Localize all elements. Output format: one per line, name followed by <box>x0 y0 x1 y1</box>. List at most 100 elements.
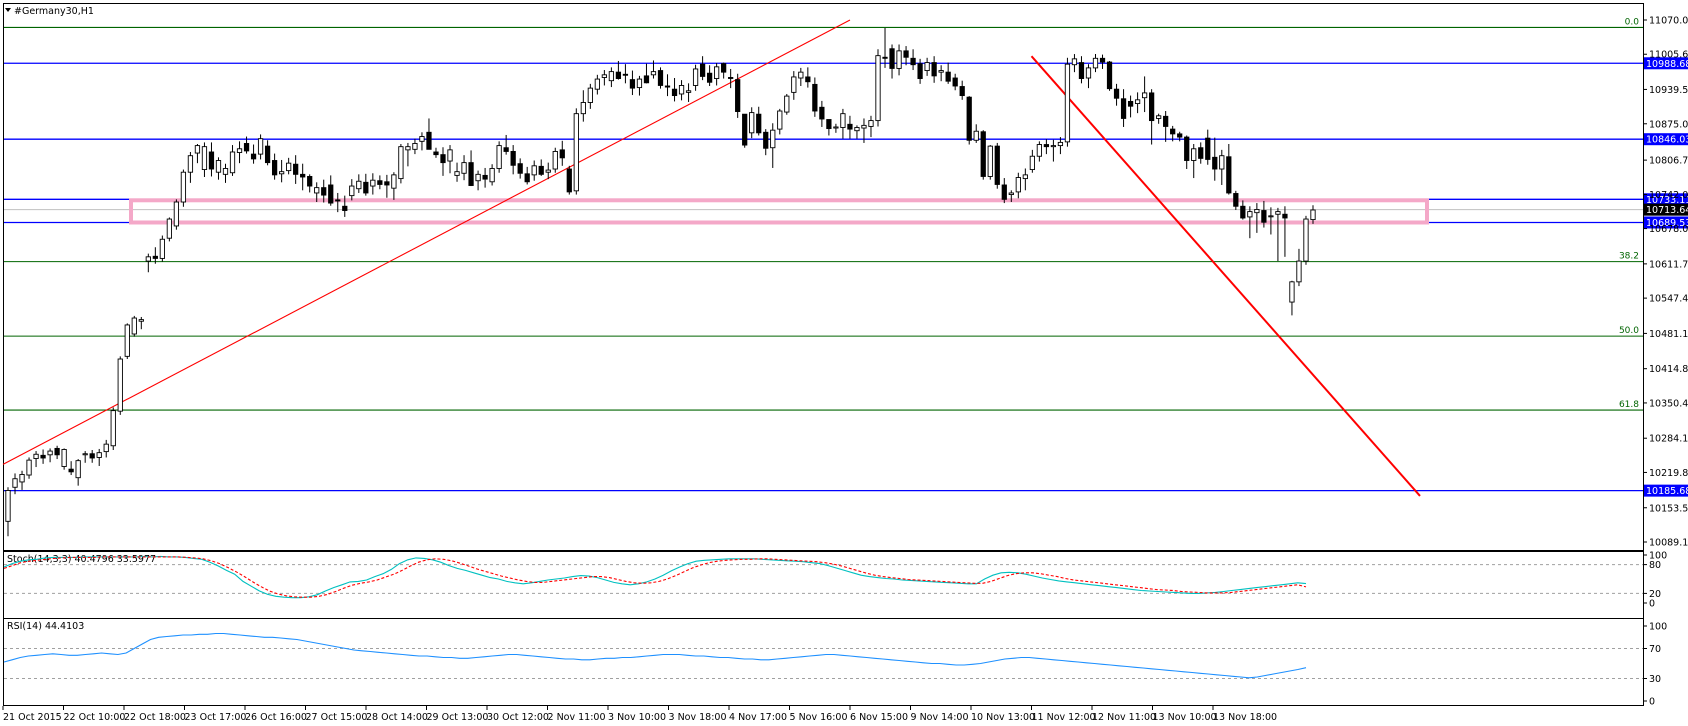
candle-body <box>1191 148 1197 161</box>
candle-body <box>1177 133 1183 138</box>
candle-body <box>994 145 1000 185</box>
price-level-tag <box>1644 484 1688 497</box>
candle-body <box>580 102 586 115</box>
candle-body <box>1247 211 1253 218</box>
candle-body <box>917 63 923 79</box>
candle-body <box>545 169 551 173</box>
candle-body <box>566 168 572 193</box>
time-tick-label: 26 Oct 16:00 <box>245 712 307 723</box>
candle-body <box>685 90 692 93</box>
candle-body <box>1205 137 1211 160</box>
candle-body <box>629 79 636 89</box>
candle-body <box>1071 58 1078 66</box>
price-tick-label: 11070.00 <box>1649 16 1688 27</box>
candle-body <box>405 146 411 151</box>
candlesticks <box>5 27 1316 537</box>
candle-body <box>594 78 600 90</box>
window-header: #Germany30,H1 <box>5 6 94 17</box>
candle-body <box>1057 141 1064 147</box>
candle-body <box>321 187 327 196</box>
candle-body <box>1043 144 1050 148</box>
candle-body <box>875 55 881 122</box>
triangle-down-icon[interactable] <box>5 8 11 12</box>
candle-body <box>236 148 243 153</box>
candle-body <box>138 319 144 322</box>
candle-body <box>40 454 46 459</box>
candle-body <box>868 120 874 127</box>
candle-body <box>763 131 769 149</box>
candle-body <box>314 187 320 194</box>
candle-body <box>377 180 383 185</box>
candle-body <box>1226 156 1232 194</box>
candle-body <box>587 87 593 103</box>
candle-body <box>124 324 130 357</box>
candle-body <box>756 113 762 134</box>
candle-body <box>1268 215 1274 218</box>
candle-body <box>1127 100 1134 107</box>
time-tick-label: 12 Nov 11:00 <box>1092 712 1156 723</box>
rsi-pane-frame <box>3 618 1644 706</box>
indicator-tick-label: 20 <box>1649 589 1661 600</box>
candle-body <box>538 165 544 175</box>
horizontal-levels: 10988.68 10846.03 10733.11 10689.53 10185.68… <box>4 57 1688 497</box>
trendlines <box>2 19 1421 497</box>
price-tick-label: 10742.00 <box>1649 190 1688 201</box>
candle-body <box>328 184 334 204</box>
candle-body <box>412 143 418 150</box>
candle-body <box>749 112 755 134</box>
candle-body <box>664 85 671 88</box>
price-tick-label: 10547.40 <box>1649 294 1688 305</box>
candle-body <box>159 238 165 259</box>
time-tick-label: 3 Nov 10:00 <box>608 712 666 723</box>
candle-body <box>812 83 818 112</box>
candle-body <box>1015 177 1021 193</box>
candle-body <box>363 181 369 194</box>
candle-body <box>1219 155 1225 170</box>
price-level-tag <box>1644 193 1688 206</box>
candle-body <box>1106 61 1113 90</box>
candle-body <box>777 110 783 130</box>
trendline-uptrend <box>2 19 851 465</box>
candle-body <box>980 131 986 177</box>
price-tick-label: 10350.45 <box>1649 398 1688 409</box>
candle-body <box>938 70 944 73</box>
candle-body <box>1113 88 1120 99</box>
candle-body <box>12 478 18 488</box>
candle-body <box>103 443 109 453</box>
time-tick-label: 11 Nov 12:00 <box>1032 712 1096 723</box>
candle-body <box>475 173 481 182</box>
support-zone <box>129 198 1429 225</box>
candle-body <box>826 119 832 130</box>
candle-body <box>608 71 615 82</box>
candle-body <box>615 71 622 79</box>
candle-body <box>194 145 201 154</box>
candle-body <box>805 76 811 83</box>
candle-body <box>952 77 958 87</box>
candle-body <box>1261 210 1267 223</box>
candle-body <box>657 70 664 86</box>
price-level-label: 10988.68 <box>1646 59 1688 70</box>
candle-body <box>82 453 88 456</box>
candle-body <box>770 129 776 149</box>
candle-body <box>931 62 937 77</box>
candle-body <box>840 113 846 128</box>
candle-body <box>721 63 727 73</box>
indicator-series-line <box>3 556 1307 598</box>
candle-body <box>33 453 39 459</box>
rsi-indicator: 100 70 30 0 <box>3 622 1667 708</box>
fibonacci-levels: 0.0 38.2 50.0 61.8 <box>4 17 1643 411</box>
candle-body <box>419 136 425 142</box>
candle-body <box>250 153 257 160</box>
candle-body <box>166 218 172 239</box>
candle-body <box>335 199 341 202</box>
candle-body <box>692 68 699 86</box>
candle-body <box>1296 260 1302 283</box>
candle-body <box>19 474 25 483</box>
candle-body <box>791 76 797 93</box>
price-tick-label: 10153.50 <box>1649 503 1688 514</box>
candle-body <box>636 78 643 89</box>
candle-body <box>173 201 180 227</box>
price-tick-label: 10284.15 <box>1649 434 1688 445</box>
candle-body <box>889 48 895 69</box>
